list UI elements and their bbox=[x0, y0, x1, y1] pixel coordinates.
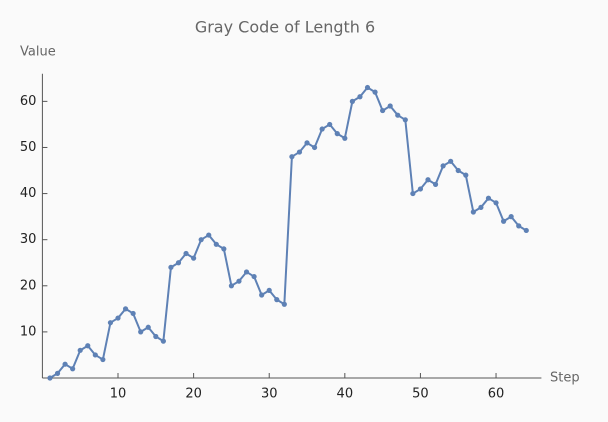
x-tick-label: 30 bbox=[261, 387, 278, 402]
data-point bbox=[228, 283, 235, 289]
data-point bbox=[54, 370, 61, 376]
data-point bbox=[417, 186, 424, 192]
data-point bbox=[115, 315, 121, 321]
data-point bbox=[85, 343, 91, 349]
data-point bbox=[100, 356, 106, 363]
data-point bbox=[145, 324, 151, 330]
data-point bbox=[122, 306, 129, 312]
data-point bbox=[508, 214, 514, 220]
data-point bbox=[183, 250, 189, 257]
data-point bbox=[357, 94, 363, 100]
data-point bbox=[478, 204, 484, 211]
data-point bbox=[70, 366, 76, 372]
x-tick-label: 10 bbox=[110, 387, 127, 402]
data-point bbox=[289, 154, 295, 160]
y-tick-label: 50 bbox=[20, 140, 37, 155]
data-point bbox=[334, 131, 340, 137]
data-line bbox=[49, 86, 527, 379]
data-point bbox=[523, 227, 529, 234]
data-point bbox=[77, 347, 83, 353]
y-axis-label: Value bbox=[20, 45, 56, 60]
data-point bbox=[493, 200, 499, 206]
data-point bbox=[296, 149, 303, 155]
data-point bbox=[448, 158, 454, 164]
data-point bbox=[380, 107, 386, 114]
data-point bbox=[259, 292, 265, 298]
data-point bbox=[251, 273, 257, 280]
data-point bbox=[175, 260, 182, 266]
data-point bbox=[516, 223, 522, 229]
data-point bbox=[432, 181, 439, 187]
data-point bbox=[47, 375, 53, 381]
data-point bbox=[130, 310, 136, 317]
x-tick-label: 60 bbox=[488, 387, 505, 402]
chart-title: Gray Code of Length 6 bbox=[195, 18, 375, 37]
data-point bbox=[425, 177, 431, 183]
data-point bbox=[485, 195, 492, 201]
data-point bbox=[342, 135, 348, 141]
data-point bbox=[364, 84, 371, 91]
data-point bbox=[191, 255, 197, 261]
data-point bbox=[500, 218, 507, 224]
data-point bbox=[410, 190, 416, 197]
y-tick-label: 40 bbox=[20, 186, 37, 201]
data-point bbox=[206, 232, 212, 238]
x-tick-label: 50 bbox=[412, 387, 429, 402]
data-point bbox=[243, 269, 250, 275]
data-point bbox=[198, 237, 204, 243]
data-point bbox=[463, 172, 469, 178]
data-point bbox=[138, 329, 144, 335]
data-point bbox=[311, 144, 318, 151]
y-tick-label: 10 bbox=[20, 324, 37, 339]
data-point bbox=[281, 301, 287, 307]
data-point bbox=[372, 89, 378, 95]
data-point bbox=[92, 352, 98, 358]
x-tick-label: 20 bbox=[185, 387, 202, 402]
data-point bbox=[402, 117, 408, 123]
data-point bbox=[107, 320, 114, 326]
data-point bbox=[349, 98, 355, 104]
x-axis-label: Step bbox=[550, 371, 580, 386]
data-point bbox=[266, 287, 272, 293]
data-point bbox=[274, 297, 280, 303]
data-point bbox=[395, 112, 401, 118]
data-point bbox=[440, 163, 446, 169]
data-point bbox=[236, 278, 242, 284]
data-point bbox=[153, 333, 159, 340]
x-tick-label: 40 bbox=[337, 387, 354, 402]
data-point bbox=[387, 103, 393, 109]
data-point bbox=[160, 338, 166, 344]
data-point bbox=[213, 241, 219, 247]
data-point bbox=[319, 126, 325, 132]
data-point bbox=[327, 121, 333, 128]
data-point bbox=[304, 140, 310, 146]
data-point bbox=[470, 209, 476, 215]
data-point bbox=[168, 264, 174, 270]
data-point bbox=[455, 167, 461, 174]
y-tick-label: 20 bbox=[20, 278, 37, 293]
y-tick-label: 60 bbox=[20, 94, 37, 109]
y-tick-label: 30 bbox=[20, 232, 37, 247]
data-point bbox=[62, 361, 68, 367]
data-point bbox=[221, 246, 227, 252]
